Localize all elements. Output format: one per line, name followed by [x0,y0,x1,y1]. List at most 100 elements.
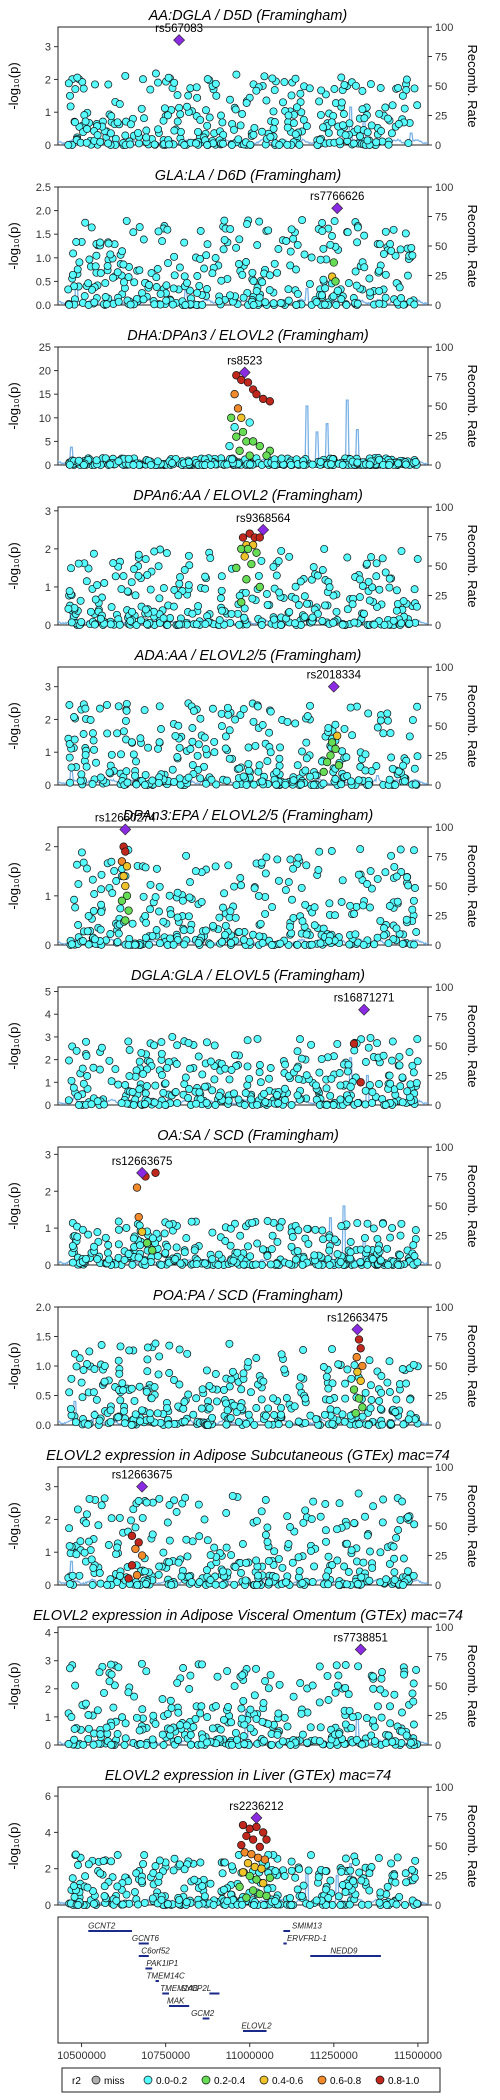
panel-title: ADA:AA / ELOVL2/5 (Framingham) [134,648,362,664]
snp-points [65,1820,422,1909]
snp-point [402,1379,411,1388]
snp-point [285,608,294,616]
snp-point [393,897,402,906]
snp-point [349,139,358,148]
snp-point [248,268,257,277]
snp-point [91,80,99,89]
snp-point [355,1420,364,1429]
snp-point [308,460,317,469]
snp-point [96,269,105,278]
snp-point [354,1489,363,1498]
snp-point [369,1684,378,1693]
snp-point [359,940,368,949]
snp-point [374,1245,383,1254]
snp-point [92,456,101,465]
snp-point [236,1231,245,1240]
y2-tick-label: 50 [435,1841,447,1853]
snp-point [252,1714,261,1723]
snp-point [89,1063,98,1072]
snp-point [325,583,334,592]
snp-point [324,1552,333,1561]
snp-point [297,883,306,892]
snp-point [280,1713,289,1722]
snp-point [274,1554,283,1563]
snp-point [166,934,175,943]
snp-point [96,773,105,782]
legend-title: r2 [72,2076,81,2087]
snp-point [182,1898,191,1907]
snp-point [231,1728,240,1737]
snp-point [198,1882,207,1891]
snp-point [96,925,105,934]
snp-point [66,91,74,100]
snp-point [236,1403,245,1412]
y2-tick-label: 100 [435,182,453,194]
snp-point [287,225,296,234]
snp-point [331,1688,340,1697]
snp-point [390,1568,399,1577]
snp-point [115,620,124,629]
snp-point [71,1681,80,1690]
snp-point [325,1246,334,1255]
snp-point [78,1064,87,1073]
snp-point [374,1854,383,1863]
snp-point [401,1900,409,1909]
panel-title: GLA:LA / D6D (Framingham) [155,168,341,184]
snp-point [104,139,113,148]
snp-point [173,1678,182,1687]
ld-snp-point [243,544,253,554]
snp-point [307,1515,316,1524]
ld-snp-point [134,1253,143,1262]
snp-point [244,766,253,775]
snp-point [404,1415,413,1424]
snp-point [411,458,420,466]
snp-point [193,288,202,297]
snp-point [413,702,422,711]
snp-point [155,738,164,747]
snp-point [163,1900,172,1909]
snp-point [286,1893,294,1902]
snp-point [403,271,412,280]
snp-point [240,613,249,622]
snp-point [135,139,143,148]
snp-point [82,1051,91,1060]
snp-point [66,1664,74,1673]
snp-point [239,1732,248,1741]
snp-point [154,227,163,236]
snp-point [409,1241,418,1250]
snp-point [343,1539,351,1548]
snp-point [393,1853,402,1862]
snp-point [341,1854,350,1863]
snp-point [160,104,169,113]
snp-point [173,1099,182,1108]
snp-point [106,1406,115,1415]
snp-point [83,927,92,936]
snp-point [310,921,319,930]
snp-point [292,300,301,309]
snp-point [310,903,319,912]
ld-snp-point [248,1835,258,1844]
snp-point [391,251,400,260]
snp-point [392,586,401,595]
snp-point [260,72,269,81]
y-tick-label: 2 [45,842,51,854]
snp-point [90,1365,99,1374]
snp-point [254,891,263,900]
locus-panel-9: POA:PA / SCD (Framingham)0.00.51.01.52.0… [6,1288,480,1432]
snp-point [223,776,231,785]
lead-snp-marker [250,1811,263,1824]
snp-point [379,1495,388,1504]
snp-point [71,1850,80,1859]
snp-point [107,1857,116,1866]
snp-point [148,776,157,785]
lead-snp-label: rs8523 [227,355,262,367]
snp-point [253,241,262,250]
snp-point [227,141,236,149]
panel-title: DHA:DPAn3 / ELOVL2 (Framingham) [127,328,368,344]
snp-point [140,114,148,123]
snp-point [259,1901,268,1909]
snp-point [353,458,362,467]
snp-point [338,460,347,469]
snp-point [219,245,228,254]
y2-tick-label: 75 [435,1492,447,1504]
